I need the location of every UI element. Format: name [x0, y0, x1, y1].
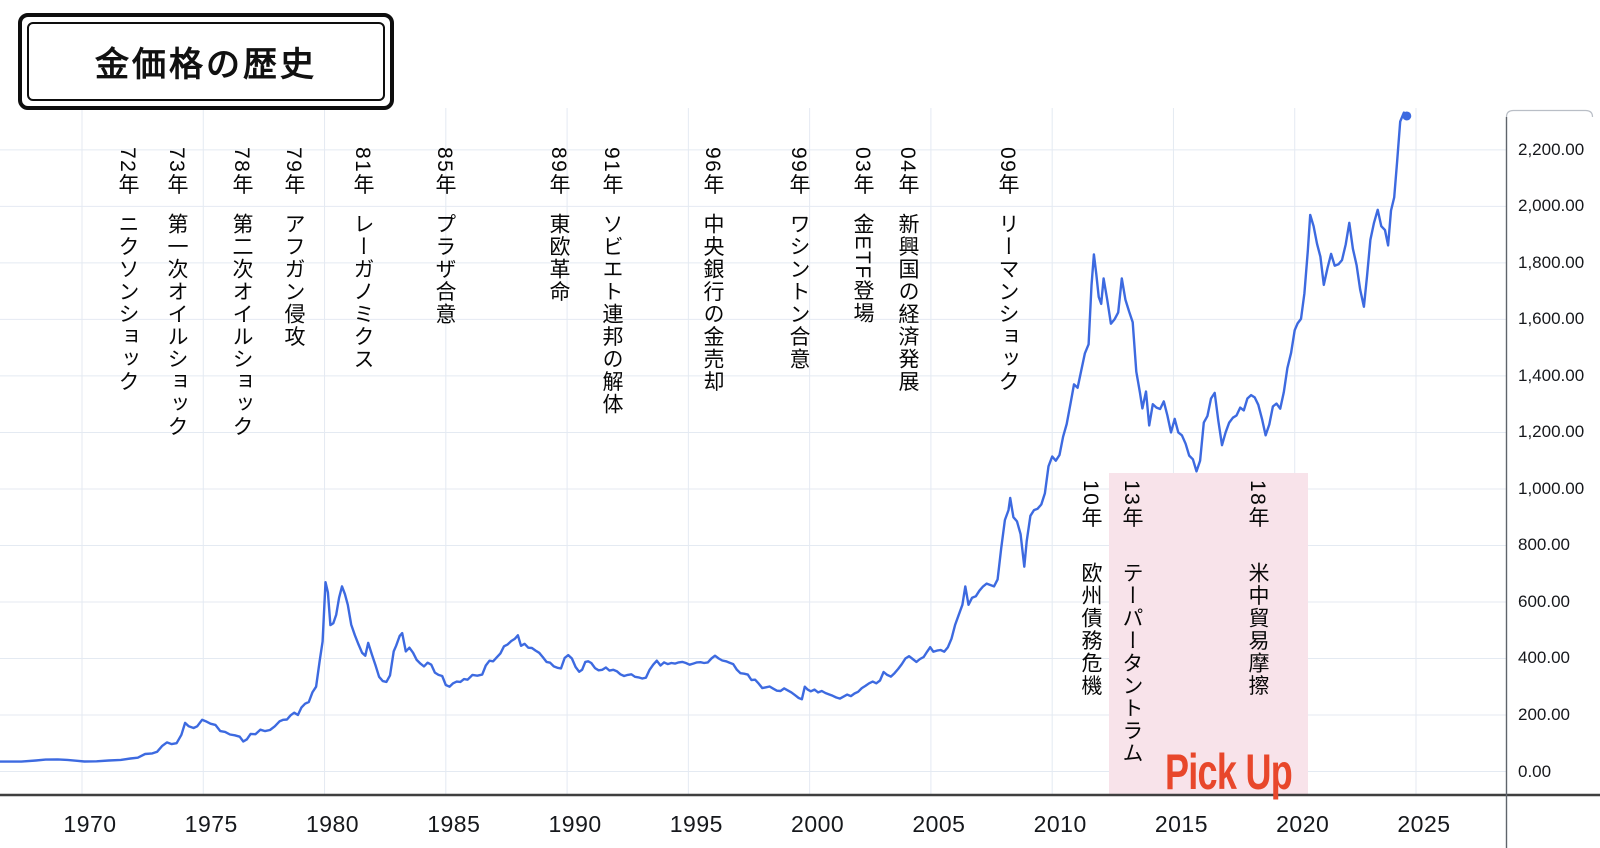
y-axis-tick-label: 800.00 [1518, 535, 1570, 555]
event-annotation-text: プラザ合意 [433, 213, 457, 326]
event-annotation-text: ニクソンショック [116, 213, 140, 393]
event-annotation-text: アフガン侵攻 [282, 213, 306, 348]
event-annotation-text: 第一次オイルショック [165, 213, 189, 438]
event-annotation-text: 東欧革命 [547, 213, 571, 303]
title-frame: 金価格の歴史 [27, 22, 385, 101]
event-annotation-text: 欧州債務危機 [1079, 562, 1103, 697]
x-axis-tick-label: 1990 [548, 811, 602, 837]
event-annotation-year: 78年 [230, 147, 254, 196]
title-box: 金価格の歴史 [18, 13, 394, 110]
x-axis-tick-label: 2005 [912, 811, 966, 837]
y-axis-tick-label: 2,200.00 [1518, 139, 1585, 159]
y-axis-tick-label: 400.00 [1518, 648, 1570, 668]
event-annotation-year: 18年 [1246, 480, 1270, 529]
x-axis-tick-label: 1980 [305, 811, 360, 837]
event-annotation-text: ワシントン合意 [787, 213, 811, 371]
event-annotation-text: レーガノミクス [351, 213, 375, 371]
event-annotation-year: 99年 [787, 147, 811, 196]
x-axis-tick-label: 1970 [63, 811, 117, 837]
y-axis-tick-label: 2,000.00 [1518, 196, 1585, 216]
event-annotation-text: テーパータントラム [1120, 562, 1144, 765]
event-annotation-year: 89年 [547, 147, 571, 196]
event-annotation-text: 新興国の経済発展 [896, 213, 920, 393]
y-axis-tick-label: 1,000.00 [1518, 478, 1585, 498]
y-axis-tick-label: 0.00 [1518, 761, 1552, 781]
event-annotation-year: 73年 [165, 147, 189, 196]
gold-price-line [0, 111, 1408, 763]
event-annotation-year: 96年 [701, 147, 725, 196]
pickup-highlight-region [1109, 473, 1308, 795]
y-axis-tick-label: 600.00 [1518, 591, 1570, 611]
event-annotation-year: 03年 [851, 147, 875, 196]
y-axis-tick-label: 200.00 [1518, 704, 1570, 724]
y-axis-tick-label: 1,200.00 [1518, 422, 1585, 442]
event-annotation-year: 13年 [1120, 480, 1144, 529]
event-annotation-year: 81年 [351, 147, 375, 196]
event-annotation-text: 金ETF登場 [851, 213, 875, 325]
event-annotation-text: 米中貿易摩擦 [1246, 562, 1270, 697]
event-annotation-text: リーマンショック [996, 213, 1020, 393]
y-axis-tick-label: 1,600.00 [1518, 309, 1585, 329]
event-annotation-year: 04年 [896, 147, 920, 196]
y-axis-tick-label: 1,400.00 [1518, 365, 1585, 385]
price-line-end-dot [1402, 111, 1412, 121]
event-annotation-text: ソビエト連邦の解体 [600, 213, 624, 416]
x-axis-tick-label: 1975 [184, 811, 238, 837]
x-axis-tick-label: 1995 [669, 811, 723, 837]
y-axis-tick-label: 1,800.00 [1518, 252, 1585, 272]
page-title: 金価格の歴史 [95, 46, 317, 84]
event-annotation-year: 79年 [282, 147, 306, 196]
scale-panel-top-border [1505, 109, 1594, 118]
event-annotation-year: 72年 [116, 147, 140, 196]
x-axis-tick-label: 2015 [1154, 811, 1209, 837]
event-annotation-text: 第二次オイルショック [230, 213, 254, 438]
pickup-label: Pick Up [1164, 744, 1293, 800]
x-axis-tick-label: 2020 [1276, 811, 1330, 837]
x-axis-tick-label: 2010 [1033, 811, 1087, 837]
event-annotation-year: 91年 [600, 147, 624, 196]
event-annotation-year: 10年 [1079, 480, 1103, 529]
event-annotation-year: 09年 [996, 147, 1020, 196]
x-axis-tick-label: 2025 [1397, 811, 1451, 837]
x-axis-tick-label: 1985 [427, 811, 481, 837]
x-axis-tick-label: 2000 [791, 811, 845, 837]
event-annotation-text: 中央銀行の金売却 [701, 213, 725, 393]
event-annotation-year: 85年 [433, 147, 457, 196]
